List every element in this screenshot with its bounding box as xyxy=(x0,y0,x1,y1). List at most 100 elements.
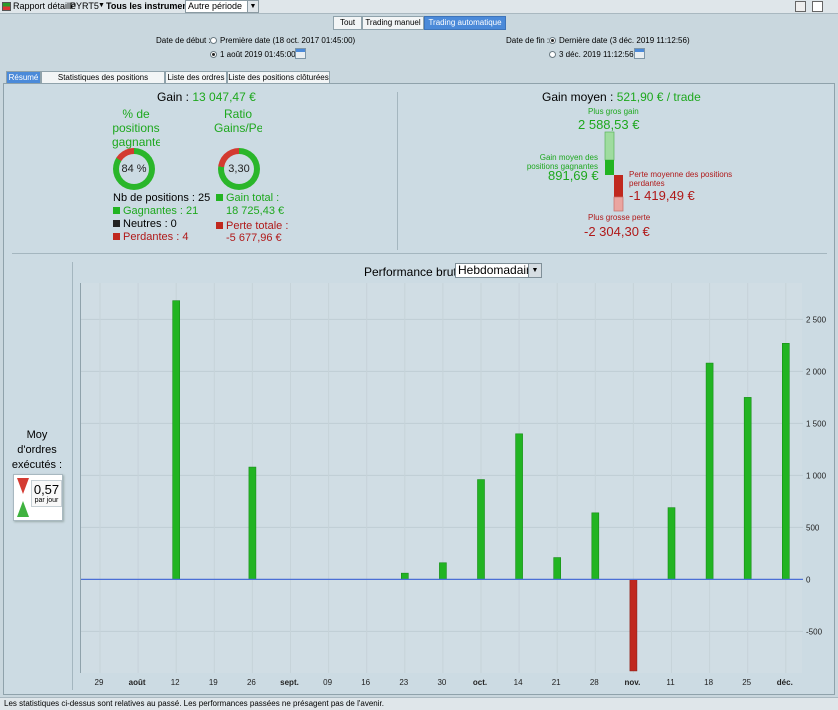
bar xyxy=(591,512,600,580)
x-tick-label: 25 xyxy=(742,678,751,687)
bar xyxy=(667,507,676,580)
calendar-icon[interactable] xyxy=(295,48,306,59)
total-gain-value: 18 725,43 € xyxy=(226,205,285,217)
tab-closed-position-list[interactable]: Liste des positions clôturées xyxy=(227,71,330,83)
avg-loss-value: -1 419,49 € xyxy=(629,188,695,203)
positions-count: Nb de positions : 25 xyxy=(113,192,210,204)
chevron-down-icon[interactable]: ▼ xyxy=(247,1,258,12)
bar xyxy=(629,579,638,672)
arrow-down-icon xyxy=(17,478,29,494)
legend-square xyxy=(113,233,120,240)
x-tick-label: 12 xyxy=(171,678,180,687)
avg-gain-header: Gain moyen : 521,90 € / trade xyxy=(542,90,701,104)
calendar-icon[interactable] xyxy=(634,48,645,59)
x-tick-label: 14 xyxy=(514,678,523,687)
x-tick-label: août xyxy=(129,678,146,687)
bar xyxy=(248,466,257,580)
win-pct-donut: 84 % xyxy=(113,148,155,190)
bar xyxy=(439,562,447,580)
y-tick-label: -500 xyxy=(806,627,823,636)
positions-value: 25 xyxy=(198,192,211,204)
report-label: Rapport détaillé xyxy=(13,1,77,11)
end-custom-radio[interactable] xyxy=(549,51,556,58)
orders-divider xyxy=(72,262,73,690)
title-line: Ratio xyxy=(223,107,252,121)
tab-summary[interactable]: Résumé xyxy=(6,71,41,83)
bar xyxy=(477,479,485,580)
bar xyxy=(553,557,562,580)
win-pct-value: 84 % xyxy=(119,154,149,184)
chevron-down-icon[interactable]: ▼ xyxy=(98,2,105,9)
gain-summary: Gain : 13 047,47 € xyxy=(157,90,256,104)
bar xyxy=(781,343,790,580)
start-first-radio[interactable] xyxy=(210,37,217,44)
start-first-option[interactable]: Première date (18 oct. 2017 01:45:00) xyxy=(220,36,356,45)
legend-square xyxy=(216,222,223,229)
y-tick-label: 2 500 xyxy=(806,315,827,324)
neutral-count: Neutres : 0 xyxy=(113,218,177,230)
tab-closed-position-stats[interactable]: Statistiques des positions clôturées xyxy=(41,71,165,93)
y-tick-label: 1 000 xyxy=(806,471,827,480)
end-last-radio[interactable] xyxy=(549,37,556,44)
neutral-text: Neutres : 0 xyxy=(123,218,177,230)
total-loss-label: Perte totale : xyxy=(226,220,289,232)
tab-automatic-trading[interactable]: Trading automatique xyxy=(424,16,506,30)
x-axis: 29 août 12 19 26 sept. 09 16 23 30 oct. 14 21 28 nov. 1… xyxy=(95,678,793,687)
end-last-option[interactable]: Dernière date (3 déc. 2019 11:12:56) xyxy=(559,36,690,45)
winners-text: Gagnantes : 21 xyxy=(123,205,199,217)
start-custom-date[interactable]: 1 août 2019 01:45:00 xyxy=(220,50,296,59)
title-line: Gains/Pe xyxy=(214,121,262,135)
title-line: % de xyxy=(122,107,150,121)
x-tick-label: 29 xyxy=(95,678,104,687)
start-custom-radio[interactable] xyxy=(210,51,217,58)
window-icon[interactable] xyxy=(812,1,823,12)
panel-divider xyxy=(397,92,398,250)
instruments-selector[interactable]: Tous les instruments xyxy=(106,1,196,11)
x-tick-label: 16 xyxy=(361,678,370,687)
total-gain-label: Gain total : xyxy=(226,192,280,204)
biggest-gain-label: Plus gros gain xyxy=(588,107,639,116)
x-tick-label: oct. xyxy=(473,678,487,687)
x-tick-label: 30 xyxy=(437,678,446,687)
x-tick-label: 26 xyxy=(247,678,256,687)
x-tick-label: 11 xyxy=(666,678,675,687)
y-tick-label: 2 000 xyxy=(806,367,827,376)
tab-manual-trading[interactable]: Trading manuel xyxy=(362,16,424,30)
total-loss-value: -5 677,96 € xyxy=(226,232,282,244)
period-select[interactable]: Autre période ▼ xyxy=(185,0,259,13)
x-tick-label: 23 xyxy=(399,678,408,687)
legend-square xyxy=(113,220,120,227)
chart-period-value: Hebdomadaire xyxy=(458,263,537,277)
biggest-loss-label: Plus grosse perte xyxy=(588,213,651,222)
x-tick-label: 21 xyxy=(552,678,561,687)
x-tick-label: 28 xyxy=(590,678,599,687)
orders-label: Moy d'ordres exécutés : xyxy=(11,429,63,471)
instrument-code: PYRT5 xyxy=(70,1,99,11)
orders-card: 0,57 par jour xyxy=(13,474,63,521)
ratio-donut: 3,30 xyxy=(218,148,260,190)
avg-gain-value: 521,90 € / trade xyxy=(616,90,701,104)
end-custom-date[interactable]: 3 déc. 2019 11:12:56 xyxy=(559,50,634,59)
chevron-down-icon[interactable]: ▼ xyxy=(528,264,541,277)
tab-order-list[interactable]: Liste des ordres xyxy=(165,71,227,83)
arrow-up-icon xyxy=(17,501,29,517)
x-tick-label: 19 xyxy=(209,678,218,687)
period-select-value: Autre période xyxy=(188,1,243,11)
gain-label: Gain : xyxy=(157,90,190,104)
legend-square xyxy=(113,207,120,214)
winners-count: Gagnantes : 21 xyxy=(113,205,198,217)
biggest-loss-value: -2 304,30 € xyxy=(584,224,650,239)
chart-period-select[interactable]: Hebdomadaire ▼ xyxy=(455,263,542,278)
biggest-gain-value: 2 588,53 € xyxy=(578,117,640,132)
print-icon[interactable] xyxy=(795,1,806,12)
avg-win-label: Gain moyen des positions gagnantes xyxy=(526,153,598,171)
tab-all[interactable]: Tout xyxy=(333,16,362,30)
gain-value: 13 047,47 € xyxy=(192,90,256,104)
x-tick-label: 18 xyxy=(704,678,713,687)
positions-label: Nb de positions : xyxy=(113,192,195,204)
start-date-label: Date de début : xyxy=(156,36,211,45)
orders-unit: par jour xyxy=(34,497,59,504)
end-date-label: Date de fin : xyxy=(506,36,550,45)
y-axis: -500 0 500 1 000 1 500 2 000 2 500 xyxy=(806,315,827,636)
ratio-title: Ratio Gains/Pe xyxy=(214,107,262,135)
